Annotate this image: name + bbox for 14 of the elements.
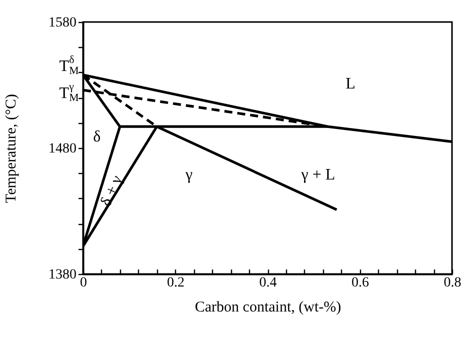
x-tick-label: 0 bbox=[80, 276, 87, 290]
y-axis-title: Temperature, (°C) bbox=[4, 94, 20, 204]
annotation: γ + L bbox=[300, 166, 336, 184]
annotation: γ bbox=[184, 166, 193, 184]
x-tick-label: 0.8 bbox=[444, 276, 462, 290]
x-axis-title: Carbon containt, (wt-%) bbox=[194, 300, 342, 316]
annotation: L bbox=[346, 76, 356, 93]
y-tick-label: 1480 bbox=[48, 142, 76, 156]
x-tick-label: 0.2 bbox=[167, 276, 184, 290]
y-tick-label: 1380 bbox=[48, 268, 76, 282]
y-tick-label: 1580 bbox=[48, 16, 76, 30]
x-tick-label: 0.4 bbox=[259, 276, 277, 290]
annotation: δ bbox=[93, 128, 101, 146]
x-tick-label: 0.6 bbox=[352, 276, 369, 290]
